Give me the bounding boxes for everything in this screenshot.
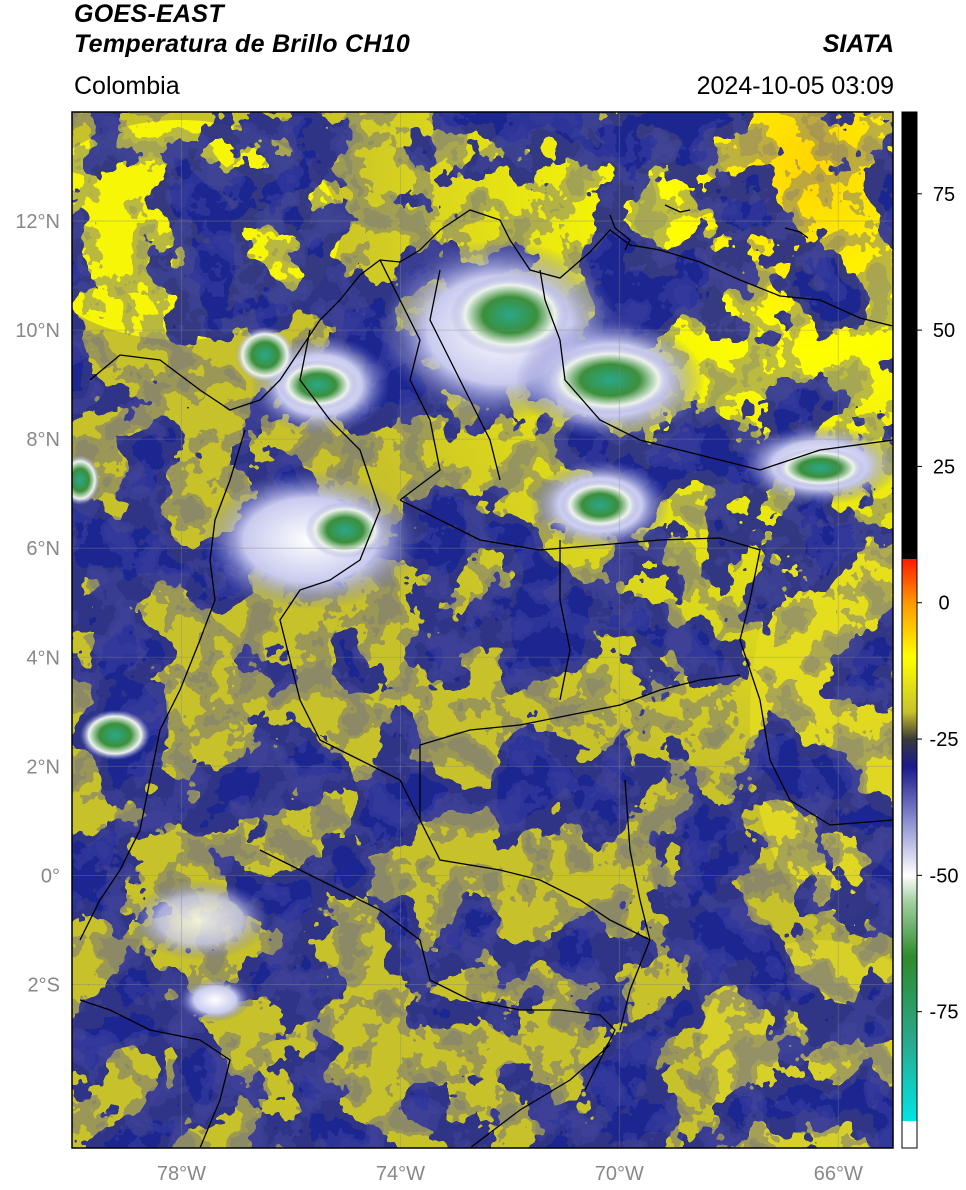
product-title: Temperatura de Brillo CH10 bbox=[74, 30, 411, 58]
latitude-tick-label: 12°N bbox=[15, 211, 60, 233]
longitude-tick-label: 74°W bbox=[376, 1163, 425, 1185]
latitude-tick-label: 0° bbox=[41, 865, 60, 887]
colorbar-tick-label: 75 bbox=[933, 184, 955, 206]
latitude-tick-label: 10°N bbox=[15, 320, 60, 342]
longitude-tick-label: 78°W bbox=[157, 1163, 206, 1185]
agency-label: SIATA bbox=[822, 30, 894, 58]
colorbar-tick-label: -50 bbox=[930, 865, 959, 887]
longitude-labels: 78°W 74°W 70°W 66°W bbox=[157, 1163, 863, 1185]
latitude-labels: 12°N 10°N 8°N 6°N 4°N 2°N 0° 2°S bbox=[15, 211, 60, 996]
datetime-label: 2024-10-05 03:09 bbox=[696, 72, 894, 100]
longitude-tick-label: 70°W bbox=[595, 1163, 644, 1185]
satellite-title: GOES-EAST bbox=[74, 0, 224, 28]
longitude-tick-label: 66°W bbox=[814, 1163, 863, 1185]
colorbar-tick-label: 0 bbox=[938, 593, 949, 615]
colorbar: 75 50 25 0 -25 -50 -75 bbox=[901, 111, 959, 1149]
satellite-image bbox=[72, 112, 893, 1148]
latitude-tick-label: 4°N bbox=[26, 647, 60, 669]
map-frame bbox=[71, 111, 894, 1149]
colorbar-tick-label: -75 bbox=[930, 1002, 959, 1024]
colorbar-tick-label: 50 bbox=[933, 320, 955, 342]
latitude-tick-label: 8°N bbox=[26, 429, 60, 451]
country-borders bbox=[79, 204, 894, 1149]
graticule bbox=[72, 112, 893, 1148]
region-label: Colombia bbox=[74, 72, 180, 100]
latitude-tick-label: 2°S bbox=[28, 974, 60, 996]
latitude-tick-label: 6°N bbox=[26, 538, 60, 560]
latitude-tick-label: 2°N bbox=[26, 756, 60, 778]
colorbar-tick-label: 25 bbox=[933, 456, 955, 478]
colorbar-tick-label: -25 bbox=[930, 729, 959, 751]
